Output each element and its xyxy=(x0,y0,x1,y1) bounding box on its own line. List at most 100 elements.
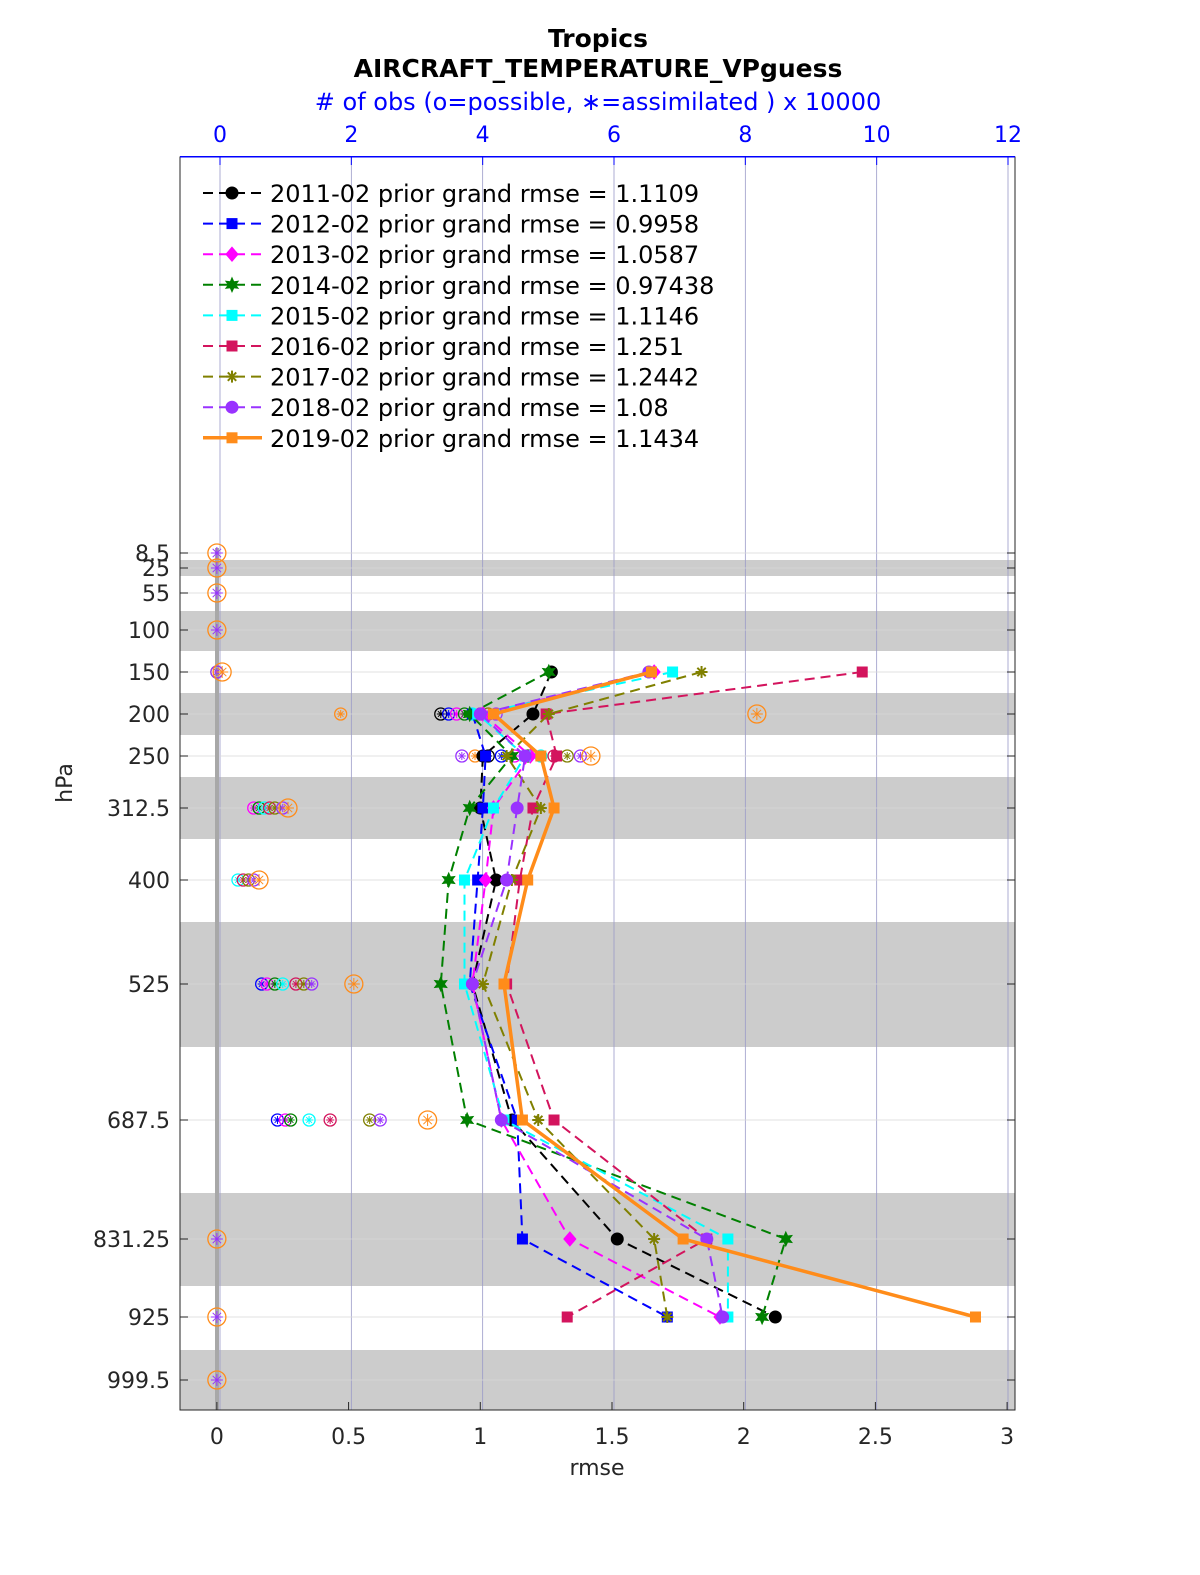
asterisk-stroke xyxy=(366,1116,373,1124)
y-tick-label: 525 xyxy=(128,973,170,998)
data-point xyxy=(441,871,456,889)
obs-assimilated-marker xyxy=(421,1114,434,1126)
data-point xyxy=(969,1311,981,1323)
legend-swatch-marker xyxy=(224,276,240,294)
data-point xyxy=(494,1113,508,1127)
data-point xyxy=(561,1311,573,1323)
asterisk-stroke xyxy=(287,1116,294,1124)
data-point xyxy=(535,750,547,762)
obs-assimilated-marker xyxy=(576,752,585,760)
top-tick-label: 0 xyxy=(213,123,227,148)
obs-assimilated-marker xyxy=(584,750,597,762)
legend-entry: 2019-02 prior grand rmse = 1.1434 xyxy=(270,425,699,453)
data-point xyxy=(460,1111,475,1129)
x-tick-label: 0.5 xyxy=(331,1425,366,1450)
asterisk-stroke xyxy=(217,667,227,677)
data-point xyxy=(768,1310,782,1324)
obs-assimilated-marker xyxy=(347,978,360,990)
data-point xyxy=(480,750,492,762)
data-point xyxy=(551,750,563,762)
asterisk-stroke xyxy=(478,979,488,989)
legend-swatch-marker xyxy=(226,432,238,444)
asterisk-stroke xyxy=(240,876,247,884)
top-tick-label: 6 xyxy=(607,123,621,148)
data-point xyxy=(478,872,493,888)
y-tick-label: 100 xyxy=(128,619,170,644)
grid-lines xyxy=(180,157,1015,1410)
asterisk-stroke xyxy=(212,588,222,598)
obs-possible-marker xyxy=(283,1113,298,1127)
asterisk-stroke xyxy=(458,752,465,760)
asterisk-stroke xyxy=(586,751,596,761)
obs-assimilated-marker xyxy=(326,1116,335,1124)
legend-swatch-marker xyxy=(226,309,238,321)
obs-possible-marker xyxy=(363,1113,377,1127)
x-tick-label: 2.5 xyxy=(858,1425,893,1450)
data-point xyxy=(465,977,479,991)
asterisk-stroke xyxy=(326,1116,334,1124)
data-point xyxy=(695,666,708,678)
asterisk-stroke xyxy=(250,804,257,812)
asterisk-stroke xyxy=(212,625,222,635)
data-point xyxy=(498,978,510,990)
top-tick-label: 2 xyxy=(344,123,358,148)
data-point xyxy=(648,1233,661,1245)
legend-entry: 2015-02 prior grand rmse = 1.1146 xyxy=(270,302,699,330)
obs-assimilated-marker xyxy=(210,547,223,559)
data-point xyxy=(532,1114,545,1126)
asterisk-stroke xyxy=(261,804,268,812)
legend-entry: 2011-02 prior grand rmse = 1.1109 xyxy=(270,180,699,208)
x-tick-label: 0 xyxy=(210,1425,224,1450)
x-tick-label: 1.5 xyxy=(594,1425,629,1450)
data-point xyxy=(433,975,448,993)
data-point xyxy=(755,1308,770,1326)
obs-possible-marker xyxy=(323,1113,337,1127)
obs-possible-marker xyxy=(207,1307,227,1327)
data-point xyxy=(516,1114,528,1126)
asterisk-stroke xyxy=(283,803,293,813)
level-band xyxy=(180,922,1015,1047)
data-point xyxy=(476,978,489,990)
series-line xyxy=(505,671,863,1318)
obs-possible-marker xyxy=(334,707,348,721)
asterisk-stroke xyxy=(212,1312,222,1322)
data-point xyxy=(500,873,514,887)
asterisk-stroke xyxy=(282,1116,289,1124)
obs-assimilated-marker xyxy=(278,980,287,988)
series-line xyxy=(468,713,668,1318)
data-point xyxy=(477,802,489,814)
legend-entry: 2014-02 prior grand rmse = 0.97438 xyxy=(270,272,714,300)
asterisk-stroke xyxy=(349,979,359,989)
data-point xyxy=(518,749,532,763)
asterisk-stroke xyxy=(564,752,571,760)
data-point xyxy=(716,1310,730,1324)
obs-assimilated-marker xyxy=(336,710,345,718)
asterisk-stroke xyxy=(254,875,264,885)
asterisk-stroke xyxy=(377,1116,384,1124)
legend-entry: 2013-02 prior grand rmse = 1.0587 xyxy=(270,241,699,269)
obs-assimilated-marker xyxy=(210,624,223,636)
top-tick-label: 12 xyxy=(994,123,1022,148)
x-tick-label: 3 xyxy=(1000,1425,1014,1450)
y-tick-label: 55 xyxy=(142,582,170,607)
asterisk-stroke xyxy=(305,1116,313,1124)
data-point xyxy=(500,750,513,762)
asterisk-stroke xyxy=(227,371,237,382)
y-tick-label: 925 xyxy=(128,1306,170,1331)
data-point xyxy=(667,666,679,678)
x-axis-label: rmse xyxy=(569,1456,624,1481)
obs-assimilated-marker xyxy=(253,874,266,886)
data-point xyxy=(534,802,547,814)
obs-possible-marker xyxy=(417,1110,438,1130)
y-tick-label: 831.25 xyxy=(93,1228,170,1253)
obs-assimilated-marker xyxy=(216,666,229,678)
data-point xyxy=(462,799,477,817)
obs-assimilated-marker xyxy=(307,980,316,988)
y-tick-label: 8.5 xyxy=(135,542,170,567)
asterisk-stroke xyxy=(649,1234,660,1244)
top-tick-label: 10 xyxy=(863,123,891,148)
chart-title: Tropics xyxy=(548,24,648,53)
asterisk-stroke xyxy=(535,803,546,813)
legend: 2011-02 prior grand rmse = 1.1109 2012-02… xyxy=(203,180,714,453)
